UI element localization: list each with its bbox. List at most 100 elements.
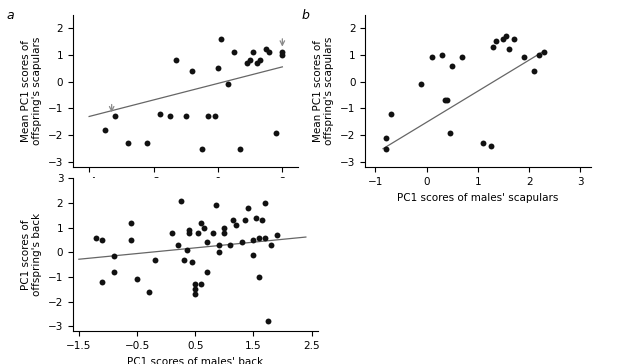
Point bbox=[100, 127, 110, 133]
Point bbox=[190, 281, 201, 287]
Point bbox=[380, 146, 391, 151]
Point bbox=[239, 217, 250, 223]
Point bbox=[498, 36, 509, 41]
Point bbox=[237, 240, 247, 245]
Point bbox=[123, 141, 133, 146]
Point bbox=[266, 242, 276, 248]
Point bbox=[501, 33, 511, 39]
X-axis label: PC1 scores of females' scapulars: PC1 scores of females' scapulars bbox=[100, 193, 272, 203]
Point bbox=[504, 47, 514, 52]
Point bbox=[197, 146, 207, 151]
Point bbox=[245, 57, 255, 63]
Y-axis label: PC1 scores of
offspring's back: PC1 scores of offspring's back bbox=[21, 213, 43, 296]
Point bbox=[444, 130, 455, 135]
Point bbox=[439, 98, 450, 103]
Point bbox=[228, 217, 238, 223]
Point bbox=[242, 60, 252, 66]
Point bbox=[243, 205, 253, 211]
Point bbox=[231, 222, 241, 228]
Point bbox=[486, 143, 496, 149]
Point bbox=[190, 291, 201, 297]
Point bbox=[509, 36, 519, 41]
Point bbox=[263, 318, 273, 324]
Point bbox=[142, 141, 152, 146]
Y-axis label: Mean PC1 scores of
offspring's scapulars: Mean PC1 scores of offspring's scapulars bbox=[21, 37, 43, 145]
Point bbox=[149, 257, 159, 263]
Point bbox=[261, 47, 271, 52]
Point bbox=[254, 235, 264, 241]
Point bbox=[225, 242, 235, 248]
Point bbox=[184, 230, 194, 236]
Point bbox=[202, 240, 212, 245]
Point bbox=[167, 230, 177, 236]
Point bbox=[251, 215, 262, 221]
Point bbox=[277, 52, 288, 58]
Point bbox=[254, 274, 264, 280]
Point bbox=[178, 257, 189, 263]
Point bbox=[442, 98, 452, 103]
Point bbox=[126, 220, 137, 226]
Point bbox=[173, 242, 183, 248]
Point bbox=[187, 259, 197, 265]
Point bbox=[457, 55, 467, 60]
Point bbox=[229, 49, 239, 55]
Text: b: b bbox=[302, 9, 309, 22]
Point bbox=[196, 220, 206, 226]
Point bbox=[182, 247, 192, 253]
Point bbox=[211, 203, 221, 209]
X-axis label: PC1 scores of males' scapulars: PC1 scores of males' scapulars bbox=[397, 193, 559, 203]
Point bbox=[529, 68, 539, 74]
Point bbox=[478, 141, 488, 146]
Point bbox=[132, 277, 142, 282]
Point bbox=[447, 63, 457, 68]
Point bbox=[109, 269, 119, 275]
Point bbox=[385, 111, 396, 117]
Point bbox=[219, 225, 229, 230]
Point bbox=[164, 114, 175, 119]
Point bbox=[190, 286, 201, 292]
Point bbox=[187, 68, 197, 74]
Point bbox=[427, 55, 437, 60]
Y-axis label: Mean PC1 scores of
offspring's scapulars: Mean PC1 scores of offspring's scapulars bbox=[313, 37, 335, 145]
Point bbox=[519, 55, 529, 60]
Text: a: a bbox=[6, 9, 14, 22]
Point bbox=[208, 230, 218, 236]
Point bbox=[248, 252, 258, 258]
Point bbox=[248, 237, 258, 243]
Point bbox=[210, 114, 220, 119]
Point bbox=[539, 49, 549, 55]
Point bbox=[180, 114, 190, 119]
Point bbox=[488, 44, 498, 50]
Point bbox=[202, 269, 212, 275]
Point bbox=[260, 235, 270, 241]
Point bbox=[257, 217, 267, 223]
Point bbox=[380, 135, 391, 141]
Point bbox=[176, 198, 186, 203]
Point bbox=[491, 39, 501, 44]
Point bbox=[97, 279, 107, 285]
Point bbox=[236, 146, 246, 151]
Point bbox=[199, 225, 209, 230]
Point bbox=[534, 52, 544, 58]
Point bbox=[219, 230, 229, 236]
Point bbox=[216, 36, 226, 41]
Point bbox=[213, 242, 224, 248]
Point bbox=[251, 60, 262, 66]
Point bbox=[213, 249, 224, 255]
Point bbox=[97, 237, 107, 243]
Point bbox=[144, 289, 154, 295]
X-axis label: PC1 scores of males' back: PC1 scores of males' back bbox=[127, 356, 264, 364]
Point bbox=[91, 235, 102, 241]
Point bbox=[277, 49, 288, 55]
Point bbox=[264, 49, 274, 55]
Point bbox=[171, 57, 181, 63]
Point bbox=[203, 114, 213, 119]
Point bbox=[417, 82, 427, 87]
Point bbox=[213, 65, 223, 71]
Point bbox=[155, 111, 165, 117]
Point bbox=[109, 253, 119, 259]
Point bbox=[248, 49, 258, 55]
Point bbox=[272, 232, 282, 238]
Point bbox=[271, 130, 281, 135]
Point bbox=[255, 57, 265, 63]
